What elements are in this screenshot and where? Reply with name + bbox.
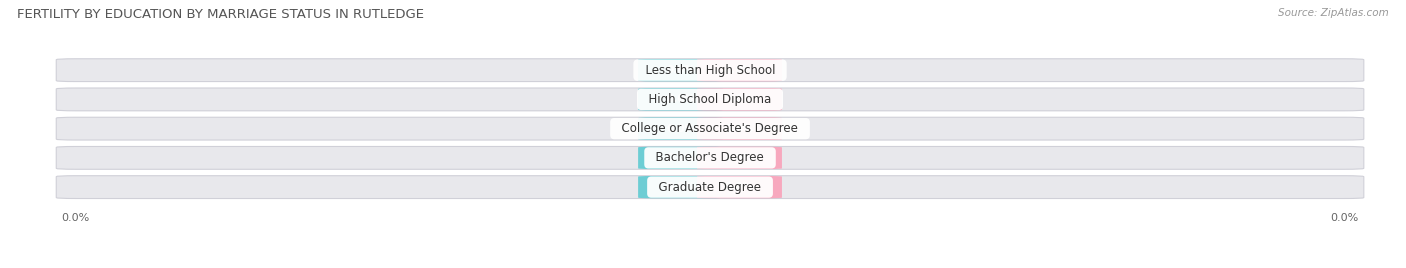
FancyBboxPatch shape: [638, 176, 723, 198]
Text: 0.0%: 0.0%: [725, 94, 754, 105]
Text: FERTILITY BY EDUCATION BY MARRIAGE STATUS IN RUTLEDGE: FERTILITY BY EDUCATION BY MARRIAGE STATU…: [17, 8, 423, 21]
FancyBboxPatch shape: [697, 88, 782, 110]
Text: 0.0%: 0.0%: [725, 182, 754, 192]
FancyBboxPatch shape: [56, 117, 1364, 140]
FancyBboxPatch shape: [697, 147, 782, 169]
FancyBboxPatch shape: [56, 88, 1364, 111]
Text: Less than High School: Less than High School: [637, 64, 783, 77]
FancyBboxPatch shape: [638, 118, 723, 140]
Text: College or Associate's Degree: College or Associate's Degree: [614, 122, 806, 135]
Text: 0.0%: 0.0%: [725, 153, 754, 163]
Text: Graduate Degree: Graduate Degree: [651, 181, 769, 193]
FancyBboxPatch shape: [638, 88, 723, 110]
Text: High School Diploma: High School Diploma: [641, 93, 779, 106]
Text: Bachelor's Degree: Bachelor's Degree: [648, 151, 772, 164]
Text: 0.0%: 0.0%: [666, 182, 695, 192]
FancyBboxPatch shape: [697, 176, 782, 198]
Text: 0.0%: 0.0%: [725, 124, 754, 134]
Text: 0.0%: 0.0%: [666, 124, 695, 134]
FancyBboxPatch shape: [638, 147, 723, 169]
FancyBboxPatch shape: [56, 147, 1364, 169]
FancyBboxPatch shape: [697, 118, 782, 140]
Text: 0.0%: 0.0%: [725, 65, 754, 75]
FancyBboxPatch shape: [697, 59, 782, 81]
Text: 0.0%: 0.0%: [666, 94, 695, 105]
Text: Source: ZipAtlas.com: Source: ZipAtlas.com: [1278, 8, 1389, 18]
FancyBboxPatch shape: [56, 59, 1364, 81]
FancyBboxPatch shape: [638, 59, 723, 81]
Text: 0.0%: 0.0%: [666, 153, 695, 163]
Text: 0.0%: 0.0%: [666, 65, 695, 75]
FancyBboxPatch shape: [56, 176, 1364, 199]
